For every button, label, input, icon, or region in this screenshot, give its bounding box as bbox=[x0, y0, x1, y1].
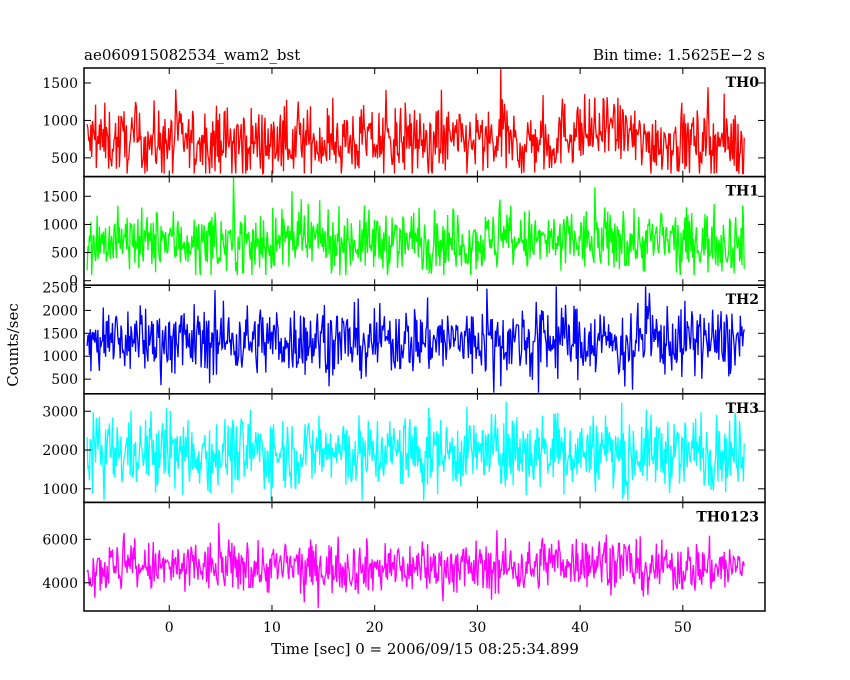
header-left-title: ae060915082534_wam2_bst bbox=[84, 46, 300, 64]
y-tick-label: 2500 bbox=[42, 280, 78, 296]
y-tick-label: 1000 bbox=[42, 349, 78, 365]
y-axis-label: Counts/sec bbox=[4, 303, 22, 387]
x-tick-label: 10 bbox=[263, 620, 281, 636]
y-tick-label: 6000 bbox=[42, 532, 78, 548]
y-tick-label: 1000 bbox=[42, 217, 78, 233]
x-axis-label: Time [sec] 0 = 2006/09/15 08:25:34.899 bbox=[271, 640, 579, 658]
panel-th2: 500 1000 1500 2000 2500 TH2 bbox=[42, 280, 766, 395]
y-tick-label: 0 bbox=[69, 274, 78, 290]
series-th2-line bbox=[86, 286, 745, 393]
y-tick-label: 1000 bbox=[42, 113, 78, 129]
series-th1-line bbox=[86, 177, 745, 276]
y-tick-label: 1500 bbox=[42, 326, 78, 342]
x-tick-label: 50 bbox=[674, 620, 692, 636]
y-tick-label: 4000 bbox=[42, 576, 78, 592]
y-tick-label: 1000 bbox=[42, 482, 78, 498]
y-tick-label: 2000 bbox=[42, 443, 78, 459]
series-th0123-line bbox=[86, 522, 745, 609]
y-tick-label: 500 bbox=[51, 372, 78, 388]
panel-frame bbox=[83, 501, 766, 612]
y-tick-label: 500 bbox=[51, 246, 78, 262]
series-th3-line bbox=[86, 401, 745, 501]
panel-label: TH0 bbox=[726, 75, 760, 91]
panel-label: TH1 bbox=[726, 184, 759, 200]
panel-label: TH0123 bbox=[696, 509, 759, 525]
panel-th3: 1000 2000 3000 TH3 bbox=[42, 393, 766, 504]
y-tick-label: 500 bbox=[51, 151, 78, 167]
x-tick-label: 30 bbox=[468, 620, 486, 636]
x-tick-label: 40 bbox=[571, 620, 589, 636]
x-tick-label: 0 bbox=[165, 620, 174, 636]
header-right-title: Bin time: 1.5625E−2 s bbox=[593, 46, 765, 64]
panel-th0: 500 1000 1500 TH0 bbox=[42, 67, 766, 178]
y-tick-label: 2000 bbox=[42, 303, 78, 319]
panel-th0123: 4000 6000 TH0123 bbox=[42, 501, 766, 612]
panel-th1: 0 500 1000 1500 TH1 bbox=[42, 175, 766, 290]
y-tick-label: 1500 bbox=[42, 76, 78, 92]
y-tick-label: 1500 bbox=[42, 189, 78, 205]
series-th0-line bbox=[86, 69, 745, 176]
x-tick-label: 20 bbox=[366, 620, 384, 636]
panel-label: TH3 bbox=[726, 401, 759, 417]
y-tick-label: 3000 bbox=[42, 404, 78, 420]
panel-label: TH2 bbox=[726, 292, 759, 308]
